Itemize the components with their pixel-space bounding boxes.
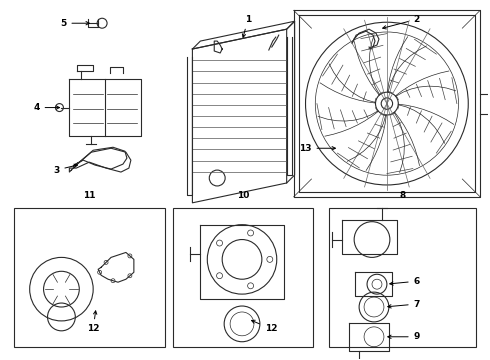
Text: 3: 3 — [53, 164, 77, 175]
Text: 1: 1 — [243, 15, 251, 37]
Text: 4: 4 — [33, 103, 60, 112]
Text: 11: 11 — [83, 192, 96, 201]
Text: 2: 2 — [383, 15, 420, 29]
Text: 7: 7 — [388, 300, 420, 309]
Text: 13: 13 — [299, 144, 335, 153]
Text: 6: 6 — [390, 277, 420, 286]
Text: 9: 9 — [388, 332, 420, 341]
Text: 12: 12 — [87, 311, 99, 333]
Text: 12: 12 — [251, 320, 277, 333]
Bar — [329, 208, 476, 347]
Text: 5: 5 — [60, 19, 89, 28]
Circle shape — [375, 92, 398, 115]
Bar — [172, 208, 314, 347]
Text: 10: 10 — [237, 192, 249, 201]
Text: 8: 8 — [400, 192, 406, 201]
Bar — [14, 208, 165, 347]
